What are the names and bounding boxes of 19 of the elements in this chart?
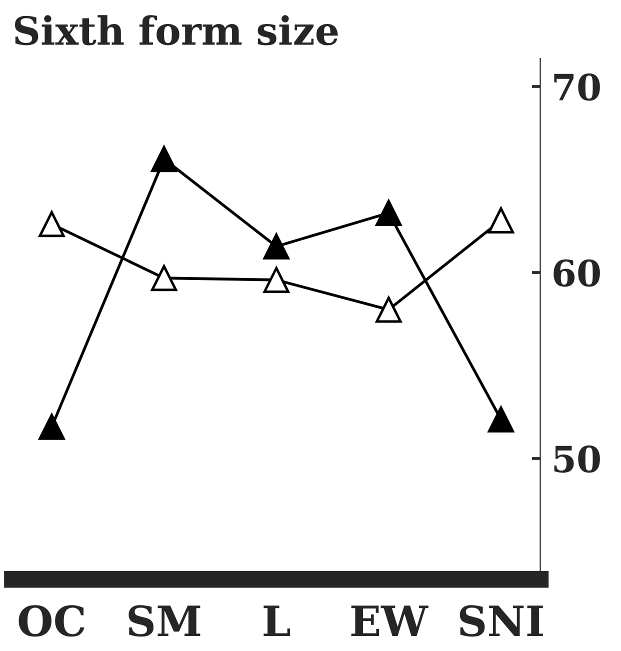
point [376, 296, 402, 323]
point [376, 200, 402, 226]
point [150, 265, 178, 292]
y-tick-label: 60 [554, 259, 600, 287]
x-tick-label: EW [351, 606, 428, 636]
point [488, 406, 514, 432]
x-tick-label: L [264, 606, 290, 636]
point [150, 146, 178, 172]
x-tick-label: SM [128, 605, 200, 637]
point [263, 266, 290, 293]
x-tick-label: SNI [460, 605, 543, 637]
point [263, 233, 290, 260]
x-tick-label: OC [18, 605, 84, 637]
point [38, 414, 65, 440]
point [488, 207, 514, 234]
y-tick-label: 70 [554, 73, 600, 101]
point [38, 211, 65, 238]
y-tick-label: 50 [554, 445, 600, 473]
chart-title: Sixth form size [14, 15, 338, 46]
